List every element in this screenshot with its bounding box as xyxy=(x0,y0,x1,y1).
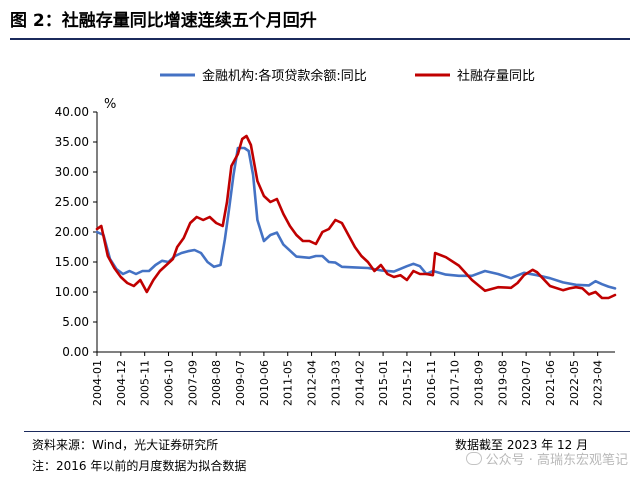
y-tick-label: 10.00 xyxy=(55,285,89,299)
x-tick-label: 2022-05 xyxy=(568,360,581,406)
x-tick-label: 2009-07 xyxy=(234,360,247,406)
y-tick-label: 5.00 xyxy=(62,315,89,329)
footnote: 注：2016 年以前的月度数据为拟合数据 xyxy=(32,459,247,473)
x-tick-label: 2018-09 xyxy=(472,360,485,406)
y-tick-label: 40.00 xyxy=(55,105,89,119)
x-tick-label: 2014-02 xyxy=(353,360,366,406)
x-tick-label: 2004-01 xyxy=(91,360,104,406)
watermark: 公众号 · 高瑞东宏观笔记 xyxy=(465,449,628,468)
x-tick-label: 2007-09 xyxy=(186,360,199,406)
x-tick-label: 2019-08 xyxy=(496,360,509,406)
y-tick-label: 35.00 xyxy=(55,135,89,149)
y-axis-unit-label: % xyxy=(104,97,116,112)
y-tick-label: 20.00 xyxy=(55,225,89,239)
y-tick-label: 15.00 xyxy=(55,255,89,269)
series-line-tsf xyxy=(95,134,617,300)
y-tick-label: 30.00 xyxy=(55,165,89,179)
watermark-text: 公众号 · 高瑞东宏观笔记 xyxy=(485,453,628,468)
legend-label-tsf: 社融存量同比 xyxy=(457,68,535,84)
legend-label-loans: 金融机构:各项贷款余额:同比 xyxy=(202,68,367,84)
y-axis: 0.00 5.00 10.00 15.00 20.00 25.00 30.00 35.00 40… xyxy=(55,105,98,359)
x-tick-label: 2004-12 xyxy=(115,360,128,406)
series-lines xyxy=(95,134,617,300)
x-tick-label: 2017-10 xyxy=(449,360,462,406)
x-axis: 2004-01 2004-12 2005-11 2006-10 2007-09 2008-… xyxy=(91,351,615,406)
x-tick-label: 2006-10 xyxy=(163,360,176,406)
y-tick-label: 0.00 xyxy=(62,345,89,359)
x-tick-label: 2010-06 xyxy=(258,360,271,406)
source-text: 资料来源：Wind，光大证券研究所 xyxy=(32,438,219,452)
chart-legend: 金融机构:各项贷款余额:同比 社融存量同比 xyxy=(160,68,535,84)
x-tick-label: 2008-08 xyxy=(210,360,223,406)
wechat-icon xyxy=(465,452,482,465)
source-divider xyxy=(24,431,630,432)
data-date-note: 数据截至 2023 年 12 月 xyxy=(455,438,589,452)
x-tick-label: 2016-11 xyxy=(425,360,438,406)
x-tick-label: 2012-04 xyxy=(306,360,319,406)
x-tick-label: 2015-01 xyxy=(377,360,390,406)
figure-title: 图 2：社融存量同比增速连续五个月回升 xyxy=(10,11,317,31)
x-tick-label: 2011-05 xyxy=(282,360,295,406)
x-tick-label: 2015-12 xyxy=(401,360,414,406)
x-tick-label: 2021-06 xyxy=(544,360,557,406)
series-line-loans xyxy=(95,146,617,290)
x-tick-label: 2023-04 xyxy=(592,360,605,406)
y-tick-label: 25.00 xyxy=(55,195,89,209)
x-tick-label: 2005-11 xyxy=(139,360,152,406)
line-chart: 金融机构:各项贷款余额:同比 社融存量同比 % 0.00 5.00 10.00 15.… xyxy=(55,68,617,406)
x-tick-label: 2013-03 xyxy=(329,360,342,406)
x-tick-label: 2020-07 xyxy=(520,360,533,406)
title-underline xyxy=(10,38,630,40)
